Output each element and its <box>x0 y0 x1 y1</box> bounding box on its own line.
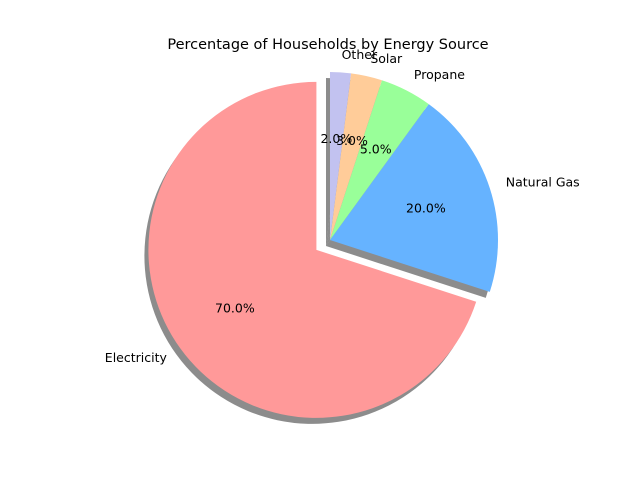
slice-other <box>330 72 352 240</box>
category-label-other: Other <box>342 47 378 62</box>
pie-slices <box>148 72 498 418</box>
slice-electricity <box>148 81 477 418</box>
percent-label-other: 2.0% <box>320 131 352 146</box>
percent-label-electricity: 70.0% <box>215 301 255 316</box>
slice-solar <box>330 73 382 240</box>
category-label-natural-gas: Natural Gas <box>506 174 580 189</box>
slice-natural-gas <box>330 104 498 292</box>
category-label-electricity: Electricity <box>105 350 168 365</box>
slice-propane <box>330 80 429 240</box>
percent-label-propane: 5.0% <box>360 142 392 157</box>
percent-label-solar: 3.0% <box>336 133 368 148</box>
percent-label-natural-gas: 20.0% <box>406 200 446 215</box>
category-label-solar: Solar <box>370 51 403 66</box>
category-label-propane: Propane <box>414 67 465 82</box>
chart-title: Percentage of Households by Energy Sourc… <box>167 37 488 53</box>
slice-labels: Electricity 70.0% Natural Gas 20.0% Propane 5… <box>105 47 580 365</box>
